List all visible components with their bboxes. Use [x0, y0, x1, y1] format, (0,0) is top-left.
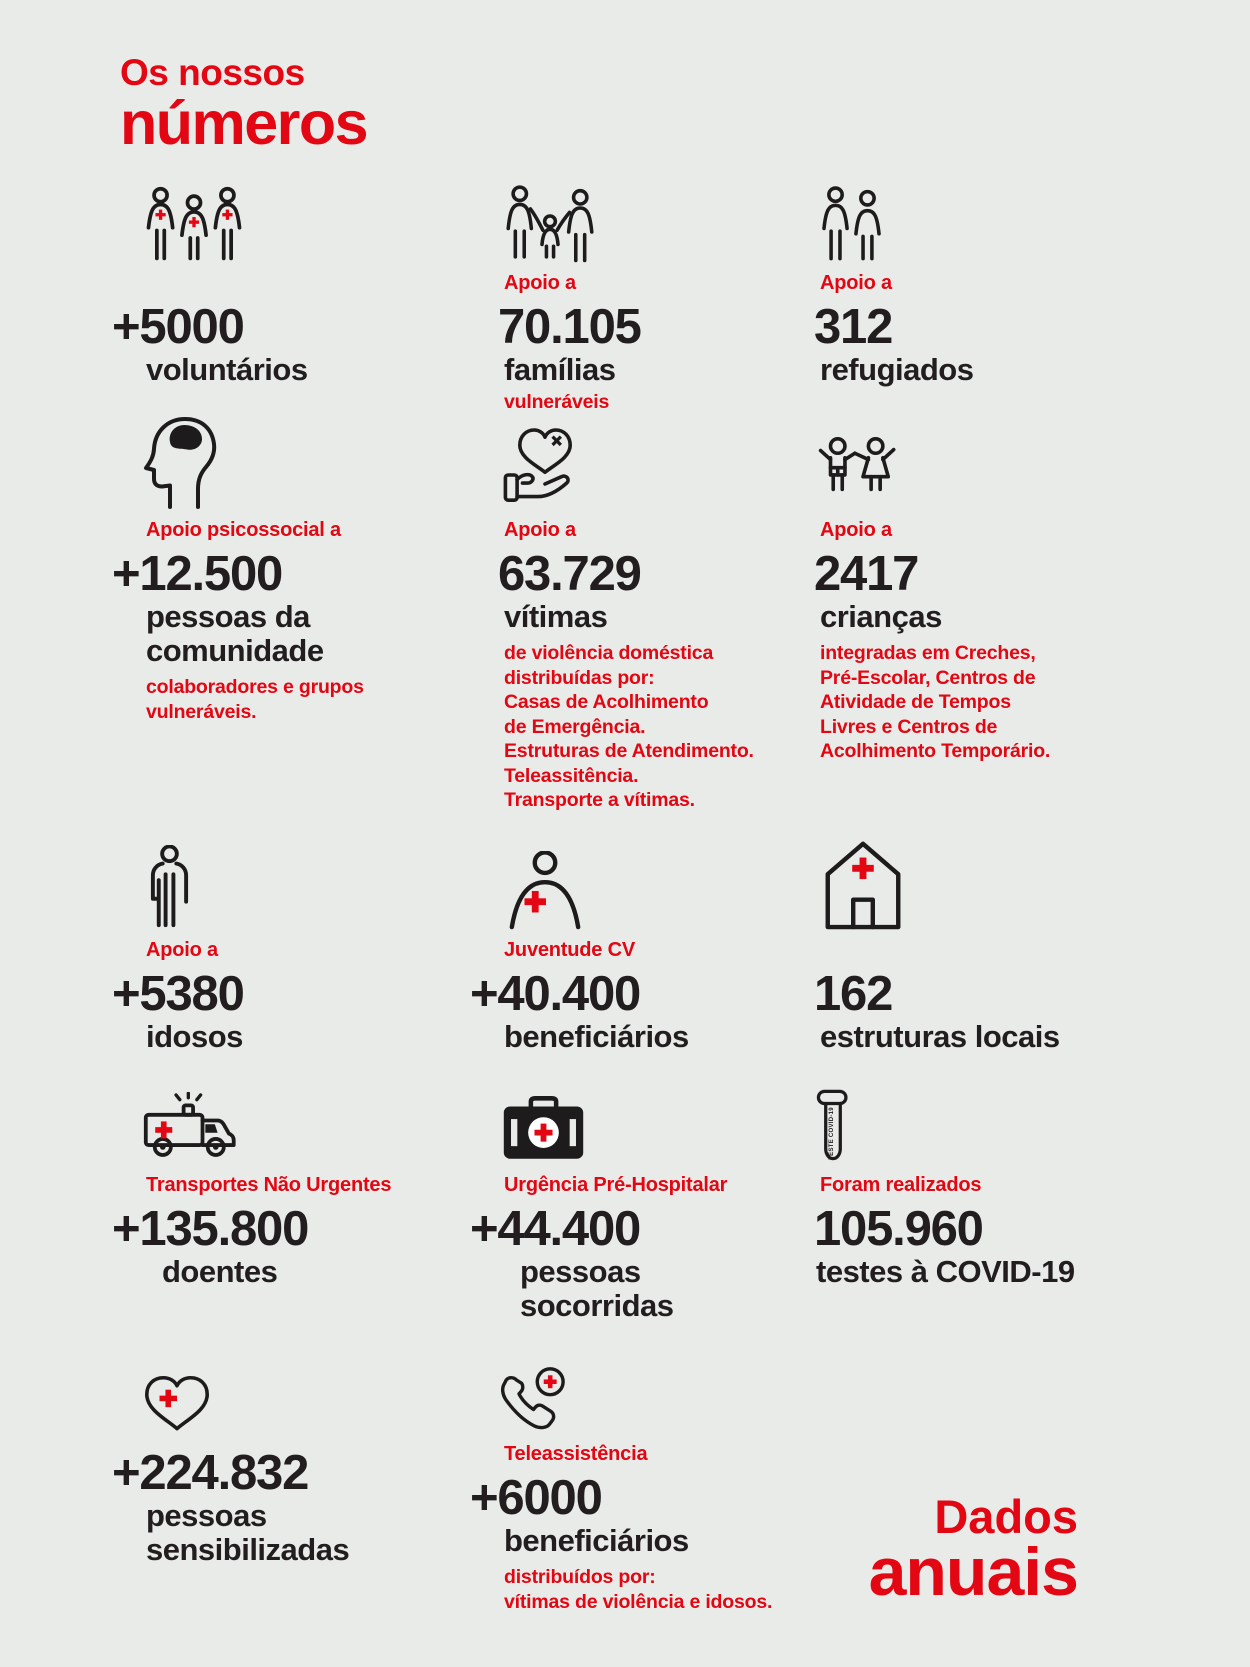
stat-number: +6000 [470, 1471, 603, 1525]
stat-label: famílias [504, 352, 616, 387]
stat-sublabel: vulneráveis [504, 391, 610, 413]
refugees-icon [816, 178, 1226, 264]
stat-teleassistencia: Teleassistência +6000 beneficiários dist… [470, 1358, 782, 1614]
stat-testes: TESTE COVID-19 Foram realizados 105.960 … [786, 1082, 1226, 1289]
ambulance-icon [142, 1082, 462, 1166]
page-title-line1: Os nossos [120, 52, 305, 93]
stat-number: 63.729 [498, 547, 642, 601]
youth-volunteer-icon [500, 832, 782, 931]
tube-label: TESTE COVID-19 [829, 1107, 835, 1160]
stat-sublabel: colaboradores e grupos vulneráveis. [146, 676, 364, 723]
family-icon [500, 178, 782, 264]
stat-number: 312 [814, 300, 893, 354]
stat-voluntarios: +5000 voluntários [112, 178, 462, 387]
stat-label: beneficiários [504, 1019, 689, 1054]
stat-number: +44.400 [470, 1202, 641, 1256]
stat-number: 70.105 [498, 300, 642, 354]
stat-juventude: Juventude CV +40.400 beneficiários [470, 832, 782, 1054]
stat-pre-label: Apoio a [146, 939, 218, 961]
stat-number: +5000 [112, 300, 245, 354]
stat-number: 162 [814, 967, 893, 1021]
stat-pre-label: Apoio a [504, 272, 576, 294]
stat-vitimas: Apoio a 63.729 vítimas de violência domé… [470, 412, 782, 813]
stat-number: +135.800 [112, 1202, 309, 1256]
footer-dados-anuais: Dados anuais [868, 1490, 1079, 1610]
stat-pre-label: Urgência Pré-Hospitalar [504, 1174, 728, 1196]
heart-cross-icon [142, 1358, 462, 1435]
house-cross-icon [816, 832, 1226, 931]
first-aid-kit-icon [500, 1082, 782, 1166]
stat-familias: Apoio a 70.105 famílias vulneráveis [470, 178, 782, 415]
stat-sublabel: de violência doméstica distribuídas por:… [504, 642, 754, 811]
hand-heart-icon [500, 412, 782, 511]
page-title: Os nossos números [120, 52, 369, 157]
stat-pre-label: Juventude CV [504, 939, 635, 961]
stat-pre-label: Apoio psicossocial a [146, 519, 341, 541]
stat-pre-label: Teleassistência [504, 1443, 648, 1465]
stat-label: refugiados [820, 352, 974, 387]
stat-number: +5380 [112, 967, 245, 1021]
stat-number: 105.960 [814, 1202, 984, 1256]
pre-spacer [820, 937, 1226, 964]
stat-label: pessoas socorridas [520, 1254, 674, 1323]
stat-label: vítimas [504, 599, 608, 634]
stat-sensibilizadas: +224.832 pessoas sensibilizadas [112, 1358, 462, 1567]
children-icon [816, 412, 1226, 511]
stat-number: +12.500 [112, 547, 283, 601]
stat-urgencia: Urgência Pré-Hospitalar +44.400 pessoas … [470, 1082, 782, 1323]
phone-cross-icon [500, 1358, 782, 1435]
page-title-line2: números [120, 89, 369, 157]
stat-estruturas: 162 estruturas locais [786, 832, 1226, 1054]
footer-line2: anuais [868, 1534, 1079, 1610]
stat-pre-label: Apoio a [820, 272, 892, 294]
stat-pre-label: Apoio a [820, 519, 892, 541]
stat-label: crianças [820, 599, 942, 634]
volunteers-icon [142, 178, 462, 264]
footer-line1: Dados [934, 1490, 1078, 1543]
stat-pre-label: Foram realizados [820, 1174, 982, 1196]
stat-label: testes à COVID-19 [816, 1254, 1075, 1289]
stat-label: idosos [146, 1019, 243, 1054]
stat-label: doentes [162, 1254, 278, 1289]
stat-transportes: Transportes Não Urgentes +135.800 doente… [112, 1082, 462, 1289]
stat-criancas: Apoio a 2417 crianças integradas em Crec… [786, 412, 1226, 764]
stat-sublabel: distribuídos por: vítimas de violência e… [504, 1566, 773, 1613]
stat-number: 2417 [814, 547, 919, 601]
covid-test-tube-icon: TESTE COVID-19 [816, 1082, 1226, 1166]
stat-label: estruturas locais [820, 1019, 1060, 1054]
head-mind-icon [142, 412, 462, 511]
stat-pre-label: Apoio a [504, 519, 576, 541]
stat-label: pessoas sensibilizadas [146, 1498, 350, 1567]
pre-spacer [146, 270, 462, 297]
elderly-person-icon [142, 832, 462, 931]
stat-refugiados: Apoio a 312 refugiados [786, 178, 1226, 387]
stat-label: voluntários [146, 352, 308, 387]
stat-number: +40.400 [470, 967, 641, 1021]
stat-number: +224.832 [112, 1446, 309, 1500]
stat-sublabel: integradas em Creches, Pré-Escolar, Cent… [820, 642, 1051, 762]
stat-pre-label: Transportes Não Urgentes [146, 1174, 392, 1196]
stat-label: pessoas da comunidade [146, 599, 324, 668]
stat-idosos: Apoio a +5380 idosos [112, 832, 462, 1054]
stat-label: beneficiários [504, 1523, 689, 1558]
stat-psicossocial: Apoio psicossocial a +12.500 pessoas da … [112, 412, 462, 724]
